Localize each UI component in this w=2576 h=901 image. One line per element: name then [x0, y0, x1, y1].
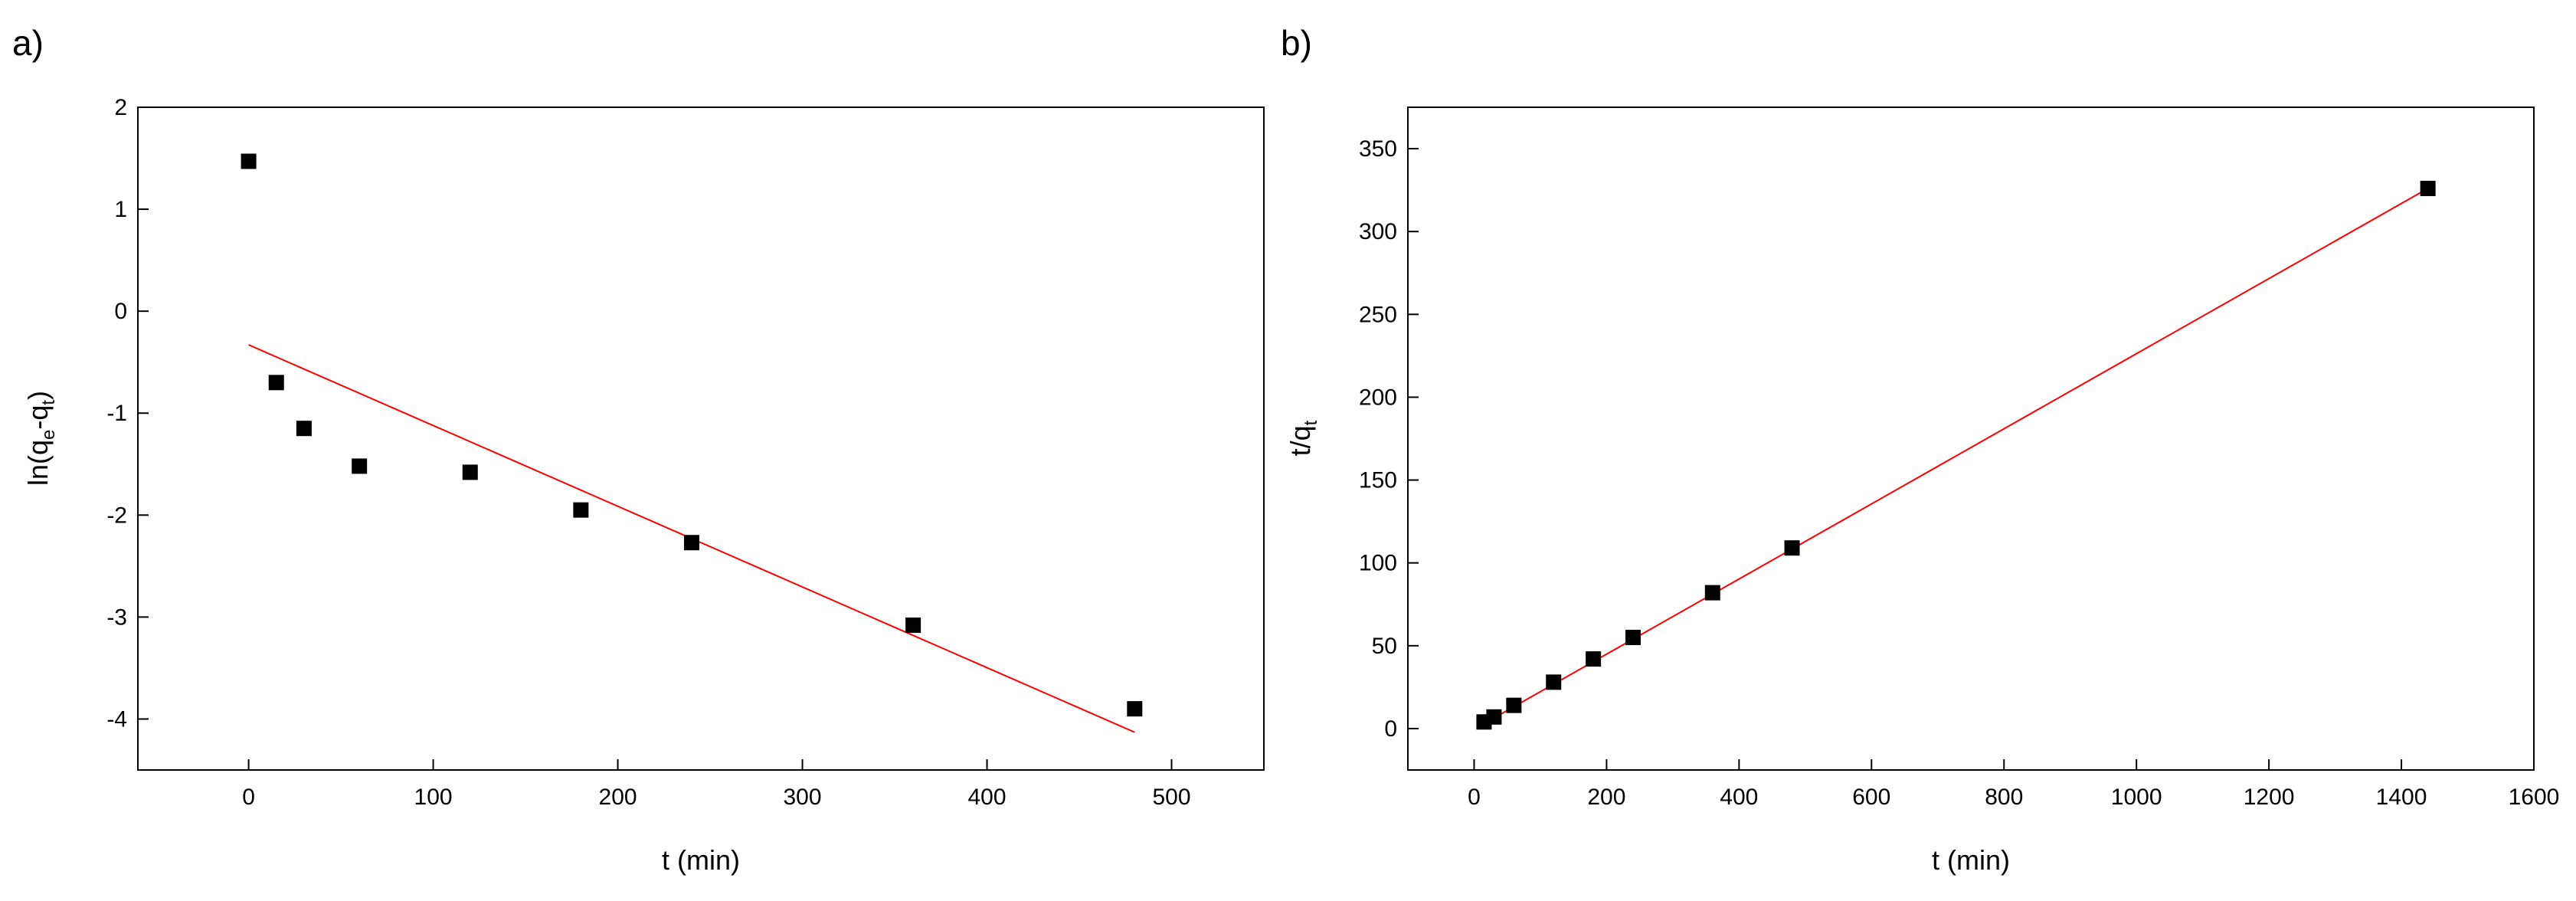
- panel-a-data-point: [462, 464, 478, 480]
- panel-b-data-point: [1784, 540, 1800, 556]
- panel-a-y-tick-label: -3: [106, 604, 127, 630]
- panel-b-x-ticks: 0 200 400 600 800 1000 1200 1400 1600: [1468, 759, 2559, 810]
- panel-b: b) 0 50 100 150 200 250 300 350 0 200 400 600 800 10…: [1281, 23, 2559, 876]
- panel-a-y-axis-title: ln(qe-qt): [22, 391, 59, 486]
- panel-a-data-point: [905, 618, 921, 634]
- panel-b-x-tick-label: 1400: [2376, 785, 2427, 810]
- panel-b-data-point: [1586, 651, 1602, 667]
- panel-a-x-tick-label: 100: [414, 785, 453, 810]
- panel-a-x-tick-label: 200: [599, 785, 637, 810]
- panel-b-y-tick-label: 350: [1359, 136, 1397, 162]
- panel-a-data-point: [352, 458, 368, 474]
- panel-a-y-ticks: -4 -3 -2 -1 0 1 2: [106, 95, 149, 732]
- panel-b-y-title-main: t/q: [1285, 425, 1316, 456]
- panel-a-y-title-sub1: e: [38, 430, 59, 440]
- panel-b-y-tick-label: 100: [1359, 551, 1397, 576]
- panel-a-y-title-mid: -q: [22, 405, 54, 430]
- panel-a-plot-frame: [137, 106, 1265, 771]
- panel-b-x-tick-label: 1000: [2111, 785, 2162, 810]
- panel-b-x-axis-title: t (min): [1932, 844, 2010, 876]
- panel-b-fit-line-group: [1483, 188, 2429, 725]
- panel-a-data-point: [241, 153, 257, 169]
- panel-a-points: [241, 153, 1143, 717]
- panel-a-data-point: [573, 502, 589, 518]
- panel-a-data-point: [296, 421, 312, 437]
- panel-a-data-point: [683, 535, 699, 551]
- panel-a-x-tick-label: 500: [1152, 785, 1190, 810]
- panel-b-y-tick-label: 150: [1359, 468, 1397, 493]
- panel-a-x-axis-title: t (min): [662, 844, 740, 876]
- panel-b-y-tick-label: 200: [1359, 385, 1397, 410]
- panel-b-data-point: [1506, 697, 1522, 713]
- panel-b-points: [1476, 180, 2436, 730]
- panel-b-y-ticks: 0 50 100 150 200 250 300 350: [1359, 136, 1419, 742]
- panel-b-x-tick-label: 400: [1720, 785, 1758, 810]
- panel-a-x-tick-label: 0: [242, 785, 255, 810]
- panel-a-x-tick-label: 400: [967, 785, 1006, 810]
- panel-b-x-tick-label: 0: [1468, 785, 1481, 810]
- panel-b-data-point: [1486, 709, 1502, 725]
- panel-a-y-tick-label: 1: [114, 197, 127, 222]
- panel-a-y-tick-label: -2: [106, 503, 127, 528]
- panel-b-x-tick-label: 600: [1852, 785, 1890, 810]
- panel-a-y-title-sub2: t: [38, 400, 59, 405]
- panel-b-data-point: [2420, 180, 2436, 196]
- panel-a-y-title-end: ): [22, 391, 54, 400]
- panel-a-data-point: [1127, 701, 1143, 717]
- panel-b-x-tick-label: 1600: [2509, 785, 2560, 810]
- panel-b-data-point: [1625, 630, 1641, 645]
- panel-a-y-tick-label: -4: [106, 706, 127, 732]
- panel-a-data-point: [268, 375, 284, 391]
- panel-b-y-title-sub: t: [1301, 420, 1321, 425]
- panel-a-y-tick-label: 0: [114, 299, 127, 324]
- panel-b-y-tick-label: 0: [1384, 716, 1397, 742]
- panel-b-plot-frame: [1407, 106, 2535, 771]
- panel-b-x-tick-label: 1200: [2244, 785, 2295, 810]
- panel-a-y-title-main: ln(q: [22, 440, 54, 486]
- panel-b-y-tick-label: 50: [1372, 634, 1397, 659]
- panel-a-y-tick-label: -1: [106, 401, 127, 426]
- panel-b-y-axis-title: t/qt: [1285, 420, 1321, 456]
- panel-b-x-tick-label: 800: [1985, 785, 2023, 810]
- panel-a-y-tick-label: 2: [114, 95, 127, 120]
- panel-a-x-ticks: 0 100 200 300 400 500: [242, 759, 1191, 810]
- panel-b-fit-line: [1483, 188, 2429, 725]
- panel-b-label: b): [1281, 23, 1312, 63]
- panel-b-data-point: [1546, 674, 1562, 690]
- panel-b-data-point: [1704, 585, 1720, 601]
- panel-b-y-tick-label: 250: [1359, 302, 1397, 327]
- panel-b-x-tick-label: 200: [1587, 785, 1625, 810]
- panel-a-label: a): [12, 23, 44, 63]
- panel-a-x-tick-label: 300: [784, 785, 822, 810]
- panel-b-y-tick-label: 300: [1359, 219, 1397, 244]
